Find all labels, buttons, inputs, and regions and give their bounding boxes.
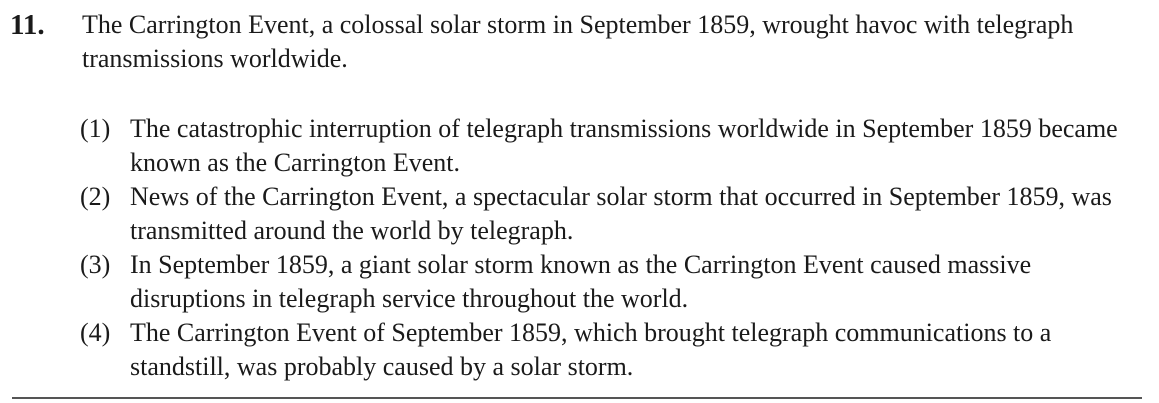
answer-option-3[interactable]: (3) In September 1859, a giant solar sto…	[80, 248, 1130, 316]
option-label: (1)	[80, 114, 111, 143]
option-text: The Carrington Event of September 1859, …	[130, 318, 1052, 381]
answer-options: (1) The catastrophic interruption of tel…	[80, 112, 1130, 384]
question-stem: The Carrington Event, a colossal solar s…	[82, 10, 1074, 73]
option-label: (2)	[80, 182, 111, 211]
question-header: 11. The Carrington Event, a colossal sol…	[10, 8, 1140, 76]
answer-option-2[interactable]: (2) News of the Carrington Event, a spec…	[80, 180, 1130, 248]
question-number: 11.	[10, 9, 45, 41]
answer-option-4[interactable]: (4) The Carrington Event of September 18…	[80, 316, 1130, 384]
option-text: News of the Carrington Event, a spectacu…	[130, 182, 1112, 245]
option-label: (4)	[80, 318, 111, 347]
option-text: The catastrophic interruption of telegra…	[130, 114, 1118, 177]
option-text: In September 1859, a giant solar storm k…	[130, 250, 1032, 313]
answer-option-1[interactable]: (1) The catastrophic interruption of tel…	[80, 112, 1130, 180]
question-11: 11. The Carrington Event, a colossal sol…	[10, 8, 1140, 76]
bottom-divider	[12, 397, 1142, 399]
option-label: (3)	[80, 250, 111, 279]
